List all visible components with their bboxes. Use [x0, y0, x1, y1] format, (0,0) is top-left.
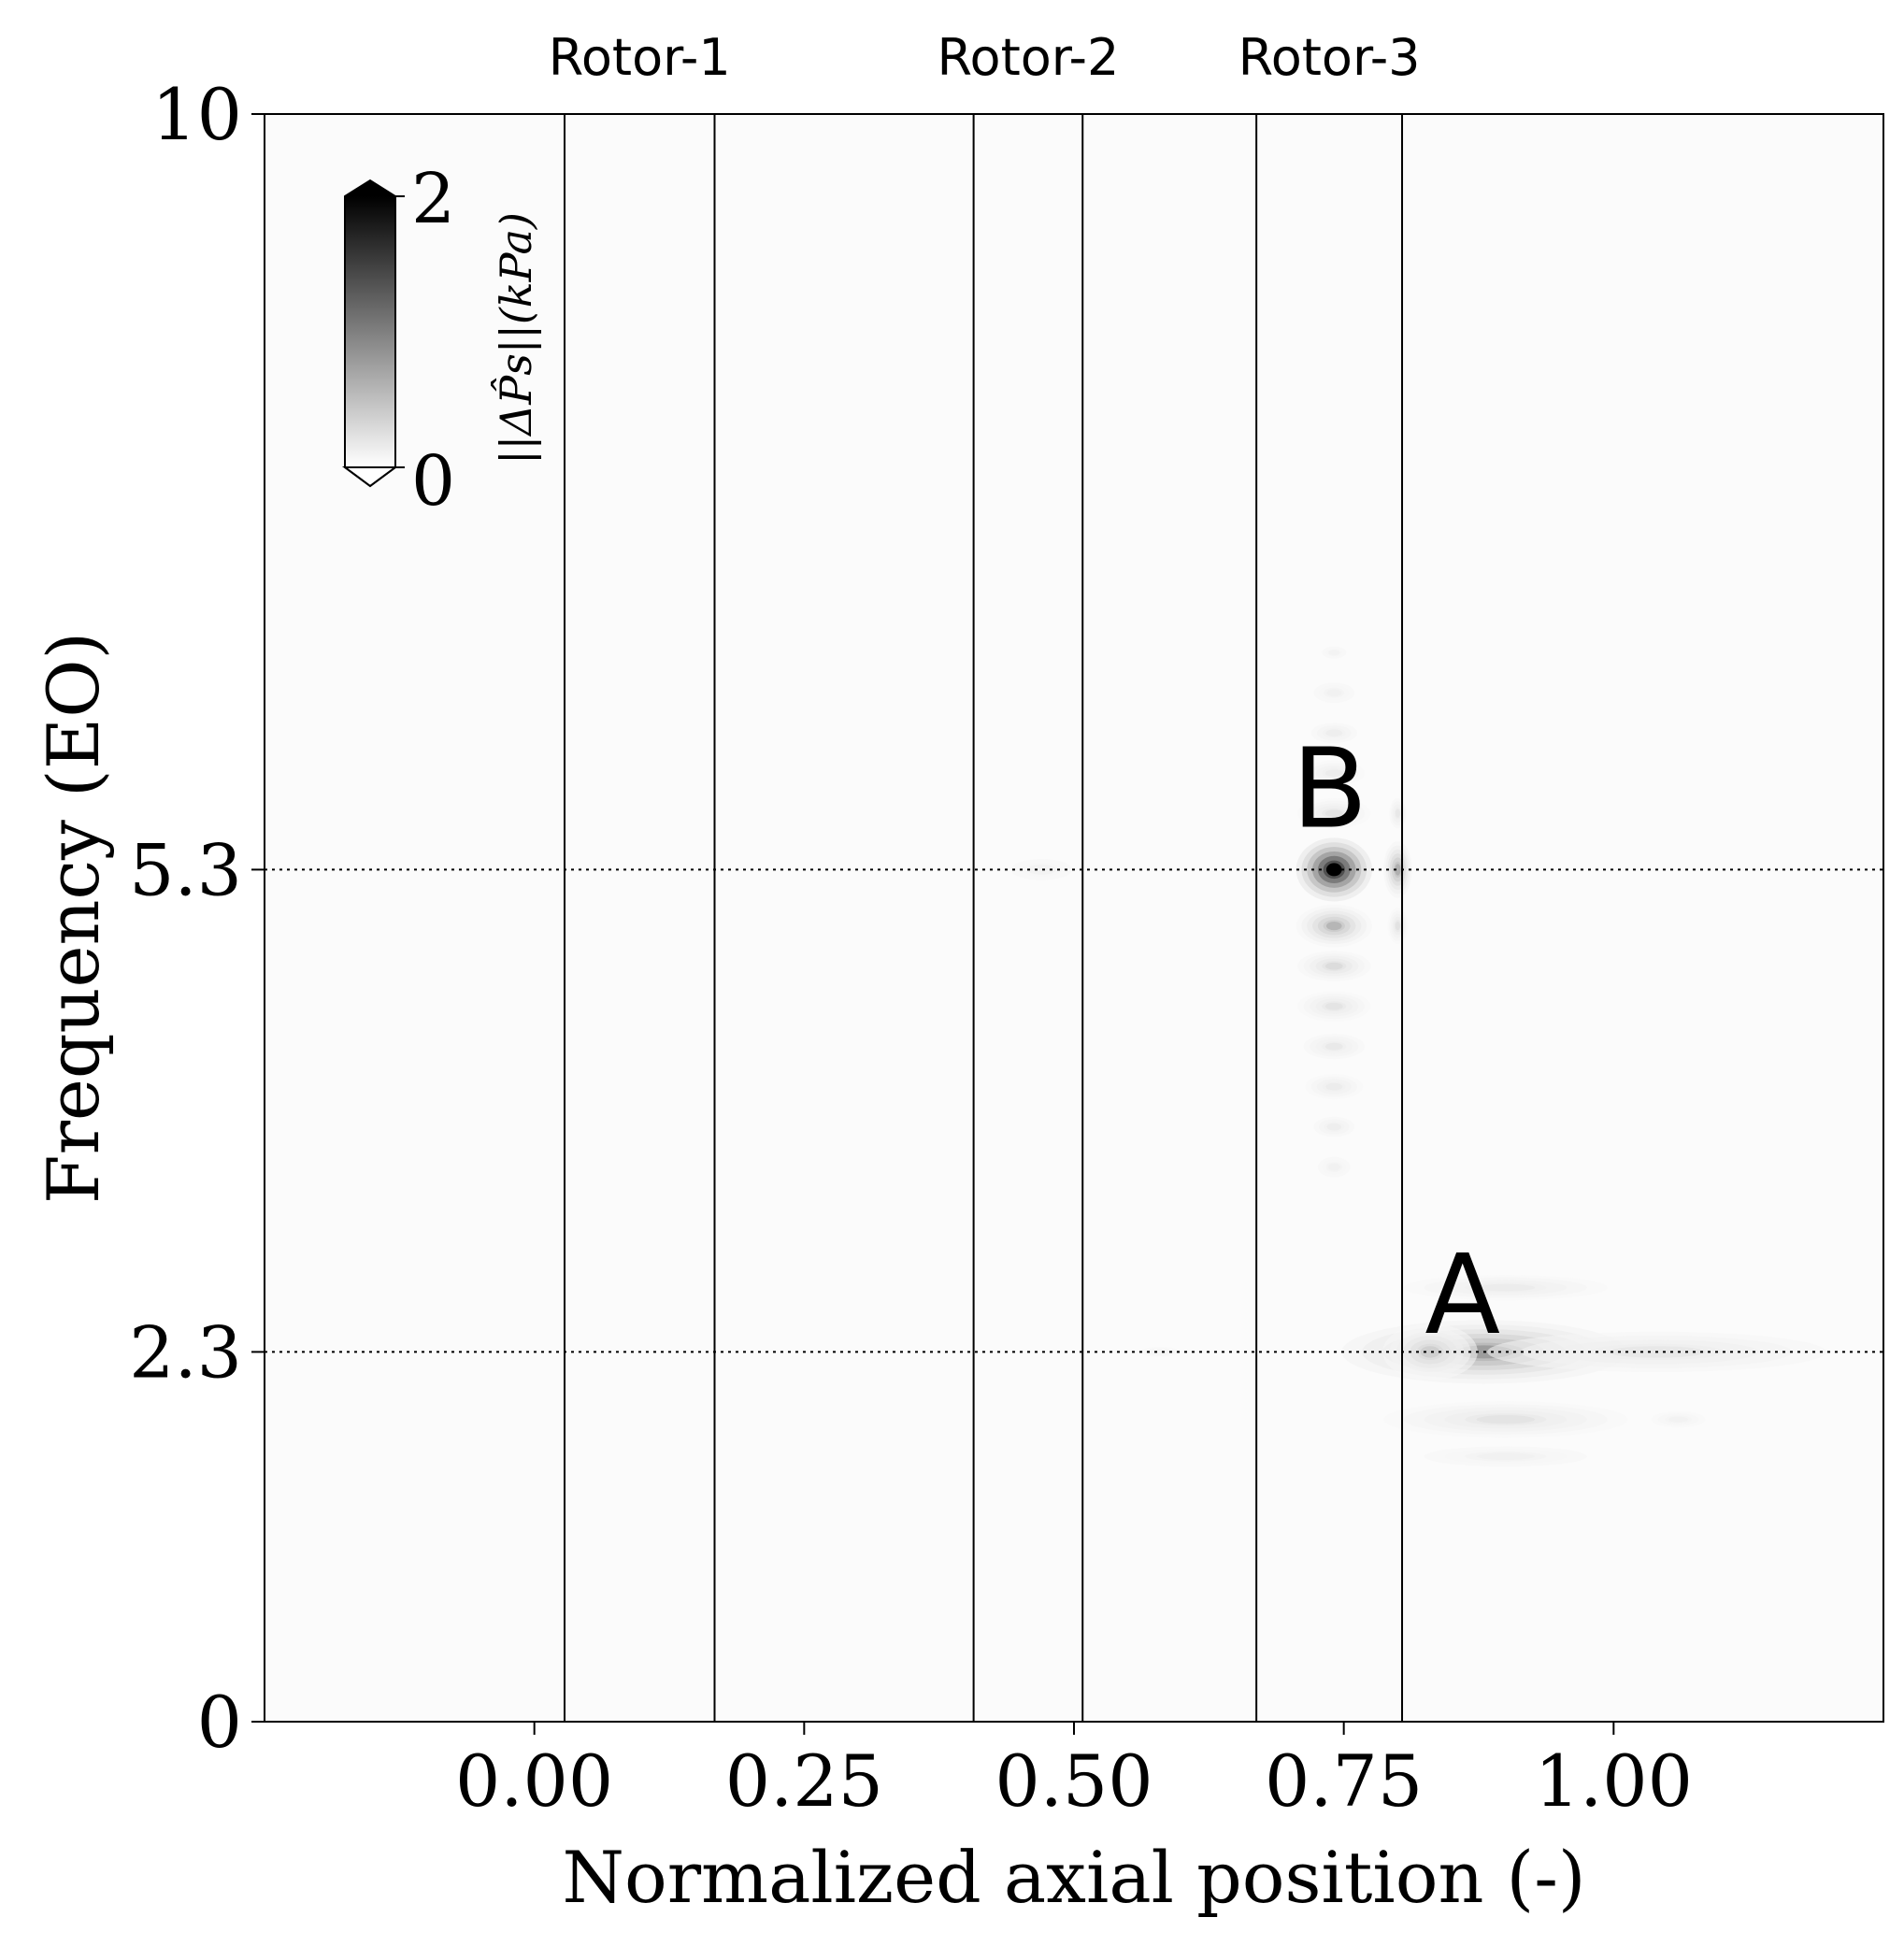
x-tick-label: 0.25: [725, 1739, 883, 1823]
heat-core: [1324, 1042, 1343, 1051]
heat-core: [1145, 1348, 1175, 1356]
heat-core: [1668, 1416, 1689, 1423]
y-tick-label: 10: [151, 73, 242, 156]
heat-feature-23: [1651, 1410, 1706, 1428]
plot-area: [265, 114, 1883, 1722]
heat-core: [1324, 769, 1343, 778]
heat-feature-8: [1297, 797, 1371, 829]
colorbar-extend-max: [345, 180, 395, 196]
y-tick-label: 2.3: [129, 1310, 242, 1394]
heat-feature-6: [1313, 1116, 1355, 1138]
heat-feature-3: [1297, 991, 1371, 1022]
heat-feature-20: [1383, 1401, 1628, 1438]
annotation-B: B: [1292, 723, 1367, 852]
heat-core: [1395, 864, 1401, 876]
heat-core: [1324, 1002, 1343, 1010]
heat-core: [1476, 1452, 1536, 1461]
heat-core: [1324, 809, 1343, 818]
heat-feature-1: [1296, 904, 1372, 948]
rotor-labels: Rotor-1 Rotor-2 Rotor-3: [549, 28, 1421, 87]
heat-feature-24: [1139, 1346, 1181, 1357]
heat-core: [1325, 921, 1342, 931]
heat-core: [1420, 1346, 1440, 1358]
x-axis-ticks: 0.00 0.25 0.50 0.75 1.00: [455, 1722, 1693, 1823]
y-tick-label: 5.3: [129, 828, 242, 911]
annotations: AB: [1292, 723, 1500, 1359]
rotor-boundary-lines: [563, 114, 1404, 1722]
heat-core: [1326, 1123, 1342, 1131]
heat-feature-9: [1303, 760, 1365, 786]
colorbar-max-label: 2: [411, 159, 455, 239]
heat-feature-18: [1382, 1324, 1478, 1381]
colorbar-gradient: [345, 196, 395, 467]
heat-feature-14: [1387, 908, 1409, 945]
heat-feature-10: [1310, 723, 1357, 744]
rotor-label-1: Rotor-1: [549, 28, 731, 87]
heat-core: [1325, 1082, 1343, 1091]
x-tick-label: 1.00: [1535, 1739, 1693, 1823]
heat-core: [1326, 689, 1342, 697]
heat-core: [1395, 921, 1400, 931]
x-axis-label: Normalized axial position (-): [562, 1836, 1585, 1919]
heat-feature-16: [1010, 859, 1073, 880]
heat-feature-15: [1389, 797, 1407, 829]
colorbar: 2 0 ||ΔP̂s||(kPa): [341, 159, 541, 522]
heat-feature-5: [1305, 1074, 1364, 1100]
y-axis-label: Frequency (EO): [32, 632, 115, 1204]
reference-lines: [265, 868, 1883, 1353]
heat-feature-22: [1403, 1275, 1608, 1301]
heat-core: [1476, 1283, 1536, 1292]
heat-feature-21: [1424, 1446, 1587, 1467]
heat-core: [1324, 962, 1343, 970]
heat-feature-12: [1322, 646, 1347, 659]
heat-feature-7: [1317, 1156, 1351, 1178]
heat-core: [1328, 650, 1340, 656]
heat-core: [1395, 808, 1400, 818]
heat-core: [1026, 864, 1056, 875]
x-tick-label: 0.00: [455, 1739, 613, 1823]
heat-core: [1476, 1414, 1536, 1424]
rotor-label-3: Rotor-3: [1238, 28, 1421, 87]
heat-feature-11: [1313, 682, 1355, 704]
x-tick-label: 0.50: [995, 1739, 1152, 1823]
heat-feature-2: [1297, 951, 1371, 981]
x-tick-label: 0.75: [1265, 1739, 1423, 1823]
y-tick-label: 0: [197, 1681, 242, 1764]
heat-core: [1325, 729, 1343, 737]
heat-feature-4: [1303, 1034, 1365, 1060]
y-axis-ticks: 0 2.3 5.3 10: [129, 73, 265, 1764]
rotor-label-2: Rotor-2: [937, 28, 1119, 87]
colorbar-label: ||ΔP̂s||(kPa): [491, 212, 541, 465]
annotation-A: A: [1424, 1230, 1500, 1359]
heat-core: [1328, 1163, 1340, 1171]
colorbar-min-label: 0: [411, 441, 455, 522]
